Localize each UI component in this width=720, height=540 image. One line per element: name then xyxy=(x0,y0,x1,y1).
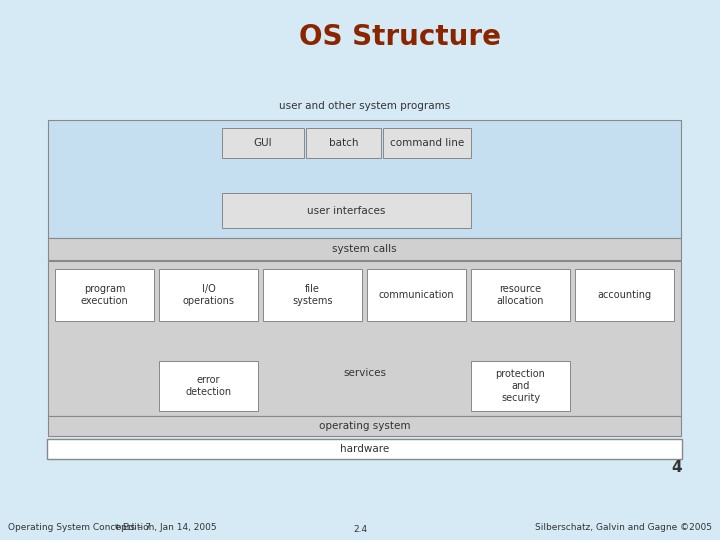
Text: accounting: accounting xyxy=(598,290,652,300)
Text: Edition, Jan 14, 2005: Edition, Jan 14, 2005 xyxy=(120,523,217,532)
Text: error
detection: error detection xyxy=(186,375,232,397)
FancyBboxPatch shape xyxy=(48,120,681,238)
FancyBboxPatch shape xyxy=(55,269,154,321)
FancyBboxPatch shape xyxy=(263,269,362,321)
Text: th: th xyxy=(115,524,122,530)
FancyBboxPatch shape xyxy=(48,416,681,436)
FancyBboxPatch shape xyxy=(159,361,258,411)
Text: resource
allocation: resource allocation xyxy=(497,284,544,306)
Text: Silberschatz, Galvin and Gagne ©2005: Silberschatz, Galvin and Gagne ©2005 xyxy=(535,523,712,532)
FancyBboxPatch shape xyxy=(367,269,466,321)
FancyBboxPatch shape xyxy=(222,128,304,158)
Text: protection
and
security: protection and security xyxy=(495,369,546,403)
Text: services: services xyxy=(343,368,386,377)
Text: hardware: hardware xyxy=(340,444,389,454)
Text: operating system: operating system xyxy=(319,421,410,431)
Text: program
execution: program execution xyxy=(81,284,128,306)
FancyBboxPatch shape xyxy=(48,261,681,416)
FancyBboxPatch shape xyxy=(306,128,381,158)
Text: user interfaces: user interfaces xyxy=(307,206,386,215)
Text: 2.4: 2.4 xyxy=(353,525,367,535)
Text: batch: batch xyxy=(329,138,359,148)
FancyBboxPatch shape xyxy=(48,238,681,260)
FancyBboxPatch shape xyxy=(159,269,258,321)
Text: system calls: system calls xyxy=(332,244,397,254)
FancyBboxPatch shape xyxy=(47,439,682,459)
Text: I/O
operations: I/O operations xyxy=(182,284,235,306)
FancyBboxPatch shape xyxy=(383,128,471,158)
FancyBboxPatch shape xyxy=(47,92,682,437)
Text: command line: command line xyxy=(390,138,464,148)
Text: OS Structure: OS Structure xyxy=(299,23,501,51)
FancyBboxPatch shape xyxy=(575,269,674,321)
Text: communication: communication xyxy=(379,290,454,300)
FancyBboxPatch shape xyxy=(222,193,471,228)
Text: user and other system programs: user and other system programs xyxy=(279,101,450,111)
FancyBboxPatch shape xyxy=(471,361,570,411)
Text: file
systems: file systems xyxy=(292,284,333,306)
Text: GUI: GUI xyxy=(253,138,272,148)
Text: 4: 4 xyxy=(672,461,683,476)
Text: Operating System Concepts – 7: Operating System Concepts – 7 xyxy=(8,523,151,532)
FancyBboxPatch shape xyxy=(471,269,570,321)
